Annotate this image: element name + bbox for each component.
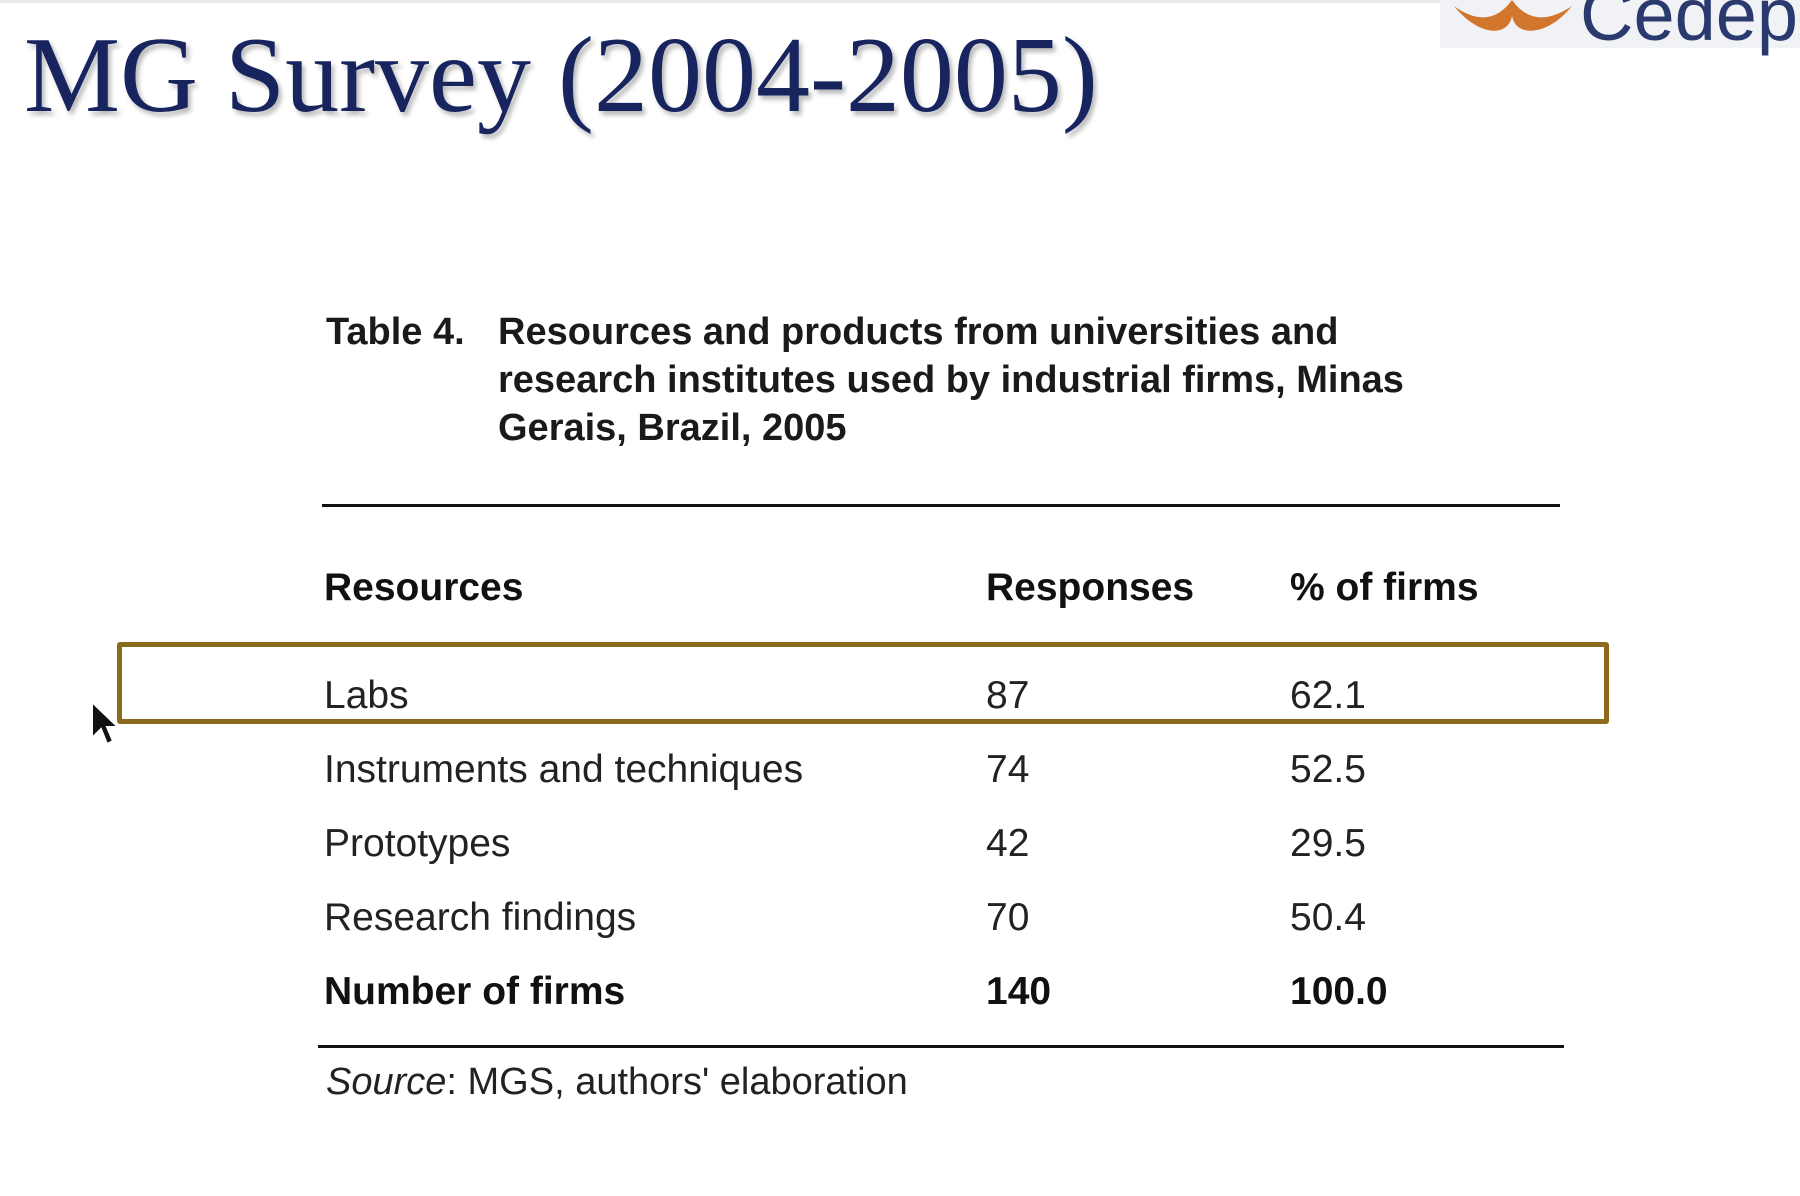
table-row-percent: 52.5 bbox=[1290, 748, 1366, 791]
source-text: : MGS, authors' elaboration bbox=[446, 1061, 908, 1103]
table-source: Source: MGS, authors' elaboration bbox=[326, 1058, 908, 1106]
logo-mark-icon bbox=[1454, 0, 1572, 31]
table-caption-text: Resources and products from universities… bbox=[498, 311, 1404, 449]
table-bottom-rule bbox=[318, 1045, 1564, 1048]
total-row-percent: 100.0 bbox=[1290, 970, 1388, 1013]
logo-text: Cedepl bbox=[1580, 0, 1800, 56]
top-border bbox=[0, 0, 1800, 3]
table-row-responses: 70 bbox=[986, 896, 1030, 939]
header-responses: Responses bbox=[986, 566, 1195, 609]
table-row-resource: Instruments and techniques bbox=[324, 748, 804, 791]
table-row-percent: 29.5 bbox=[1290, 822, 1366, 865]
table-row-resource: Research findings bbox=[324, 896, 637, 939]
table-row-resource: Prototypes bbox=[324, 822, 511, 865]
table-number: Table 4. bbox=[326, 311, 465, 353]
source-label: Source bbox=[326, 1061, 447, 1103]
table-row-percent: 62.1 bbox=[1290, 674, 1366, 717]
slide-title: MG Survey (2004-2005) bbox=[24, 16, 1098, 135]
table-row-responses: 87 bbox=[986, 674, 1030, 717]
table-row-responses: 42 bbox=[986, 822, 1030, 865]
table-row-percent: 50.4 bbox=[1290, 896, 1366, 939]
highlight-box bbox=[117, 642, 1609, 724]
table-row-resource: Labs bbox=[324, 674, 409, 717]
logo: Cedepl bbox=[1440, 0, 1800, 56]
mouse-cursor-icon bbox=[91, 700, 120, 746]
table-top-rule bbox=[322, 504, 1560, 507]
header-resources: Resources bbox=[324, 566, 524, 609]
total-row-label: Number of firms bbox=[324, 970, 626, 1013]
header-percent: % of firms bbox=[1290, 566, 1479, 609]
table-row-responses: 74 bbox=[986, 748, 1030, 791]
total-row-responses: 140 bbox=[986, 970, 1052, 1013]
